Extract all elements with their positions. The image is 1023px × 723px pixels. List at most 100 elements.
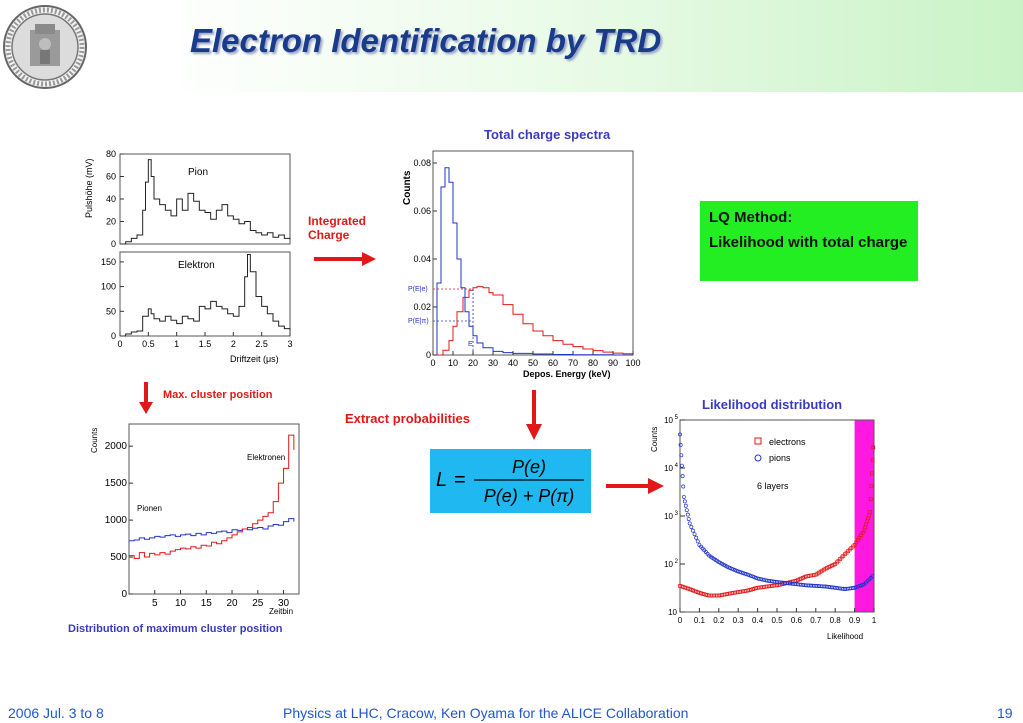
likelihood-formula: L = P(e) P(e) + P(π) (436, 457, 584, 506)
p-e-given-pi-label: P(E|π) (408, 318, 429, 325)
total-charge-xlabel: Depos. Energy (keV) (523, 369, 611, 379)
electron-point (868, 510, 872, 515)
pion-point (681, 484, 686, 489)
electron-point (871, 445, 876, 450)
electron-acceptance-region (854, 420, 874, 612)
header-band (0, 0, 1023, 92)
pion-point (687, 521, 692, 526)
total-charge-xtick: 10 (448, 358, 458, 368)
pulse-ytick-0: 20 (106, 217, 116, 227)
electron-point (868, 497, 873, 502)
pion-point (680, 474, 685, 479)
footer-center: Physics at LHC, Cracow, Ken Oyama for th… (283, 705, 689, 721)
total-charge-xtick: 30 (488, 358, 498, 368)
pulse-xtick: 0.5 (142, 339, 155, 349)
energy-marker-label: E (468, 341, 473, 348)
likelihood-xtick: 0.8 (830, 616, 842, 625)
six-layers-label: 6 layers (757, 481, 789, 491)
pion-point (679, 453, 684, 458)
pion-point (683, 503, 688, 508)
total-charge-xtick: 90 (608, 358, 618, 368)
footer-page: 19 (997, 705, 1013, 721)
likelihood-xtick: 0.2 (713, 616, 725, 625)
pulse-xtick: 1 (174, 339, 179, 349)
pion-point (684, 508, 689, 513)
pulse-xlabel: Driftzeit (μs) (230, 354, 279, 364)
pionen-label: Pionen (137, 504, 162, 513)
likelihood-ytick-exp: 3 (675, 511, 679, 517)
down-arrow-icon (139, 382, 153, 414)
pion-point (689, 525, 694, 529)
electron-point (869, 484, 874, 489)
likelihood-ytick-exp: 4 (675, 463, 679, 469)
legend-pions: pions (769, 453, 791, 463)
likelihood-ytick-exp: 2 (675, 559, 679, 565)
total-charge-xtick: 60 (548, 358, 558, 368)
electron-panel-label: Elektron (178, 260, 215, 271)
total-charge-ytick: 0.08 (413, 158, 431, 168)
extract-probabilities-label: Extract probabilities (345, 411, 470, 426)
total-charge-xtick: 40 (508, 358, 518, 368)
formula-denominator: P(e) + P(π) (484, 486, 575, 506)
total-charge-ylabel: Counts (402, 170, 413, 205)
total-charge-chart: P(E|e) P(E|π) E Counts Depos. Energy (ke… (402, 150, 641, 379)
max-cluster-label: Max. cluster position (163, 389, 273, 401)
max-cluster-xtick: 5 (152, 598, 158, 609)
p-e-given-e-label: P(E|e) (408, 286, 428, 293)
max-cluster-xtick: 15 (201, 598, 213, 609)
total-charge-ytick: 0.04 (413, 254, 431, 264)
formula-lhs: L (436, 469, 447, 491)
total-charge-xtick: 70 (568, 358, 578, 368)
likelihood-ytick: 10 (664, 560, 673, 569)
max-cluster-xtick: 30 (278, 598, 290, 609)
likelihood-ylabel: Counts (650, 427, 659, 452)
pion-point (695, 539, 700, 544)
pion-point (679, 463, 684, 468)
likelihood-ytick: 10 (668, 608, 677, 617)
electron-cluster-series (129, 434, 295, 560)
svg-text:=: = (454, 469, 466, 491)
total-charge-xtick: 20 (468, 358, 478, 368)
pulse-ytick-0: 40 (106, 194, 116, 204)
lq-method-box: LQ Method: Likelihood with total charge (700, 201, 918, 281)
total-charge-ytick: 0.02 (413, 302, 431, 312)
elektronen-label: Elektronen (247, 453, 285, 462)
max-cluster-xlabel: Zeitbin (269, 607, 293, 616)
max-cluster-ytick: 2000 (105, 441, 128, 452)
likelihood-xtick: 0.5 (771, 616, 783, 625)
likelihood-ytick: 10 (664, 416, 673, 425)
pulse-ylabel: Pulshöhe (mV) (84, 158, 94, 218)
total-charge-ytick: 0.06 (413, 206, 431, 216)
pion-point (694, 535, 699, 540)
pion-point (678, 432, 682, 437)
right-arrow-icon (314, 252, 376, 266)
max-cluster-ytick: 500 (110, 552, 127, 563)
pion-point (678, 442, 683, 447)
distribution-caption: Distribution of maximum cluster position (68, 623, 283, 635)
likelihood-xtick: 0.7 (810, 616, 822, 625)
pion-point (690, 528, 695, 533)
pion-point (692, 532, 697, 537)
footer-date: 2006 Jul. 3 to 8 (8, 705, 104, 721)
pions-series (678, 432, 875, 592)
pion-point (681, 494, 686, 499)
pulse-height-chart: Pion Elektron Pulshöhe (mV) Driftzeit (μ… (84, 149, 293, 364)
likelihood-chart: electrons pions 6 layers Counts Likeliho… (650, 415, 877, 641)
pion-point (870, 574, 875, 579)
pulse-xtick: 0 (117, 339, 122, 349)
likelihood-title: Likelihood distribution (702, 397, 843, 412)
max-cluster-chart: Elektronen Pionen Counts Zeitbin 5 10 15 20… (90, 423, 300, 616)
pion-cluster-series (129, 518, 295, 542)
pion-point (682, 499, 687, 504)
pion-panel-label: Pion (188, 167, 208, 178)
integrated-charge-label: Integrated Charge (308, 214, 367, 242)
likelihood-xtick: 0.6 (791, 616, 803, 625)
max-cluster-xtick: 10 (175, 598, 187, 609)
legend-electrons: electrons (769, 437, 806, 447)
likelihood-ytick-exp: 5 (675, 415, 679, 421)
likelihood-xtick: 0.9 (849, 616, 861, 625)
max-cluster-xtick: 25 (252, 598, 264, 609)
likelihood-xtick: 0.4 (752, 616, 764, 625)
total-charge-xtick: 50 (528, 358, 538, 368)
electrons-series (678, 445, 876, 598)
